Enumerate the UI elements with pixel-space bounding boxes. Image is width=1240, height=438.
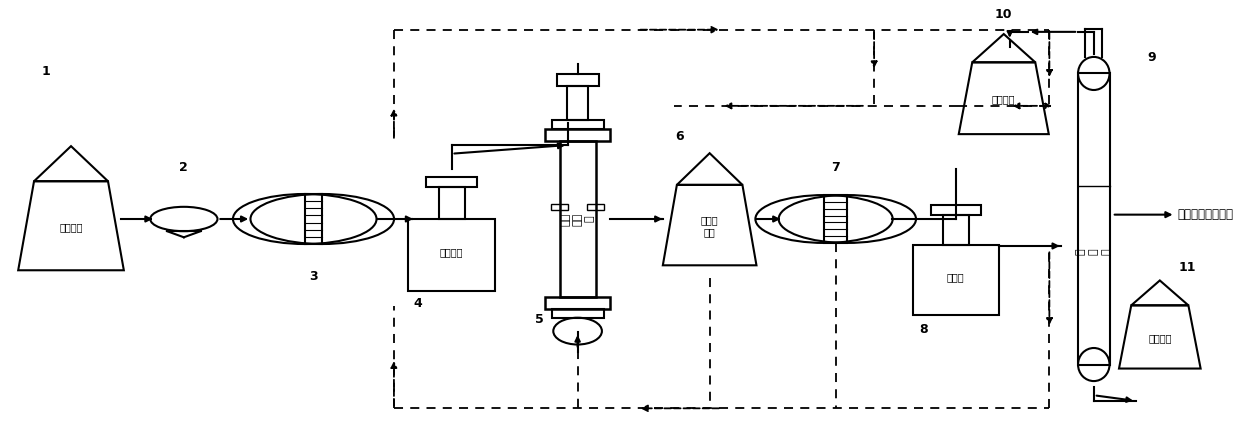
- Bar: [552, 309, 604, 318]
- Bar: [546, 297, 610, 309]
- Bar: [1078, 74, 1110, 364]
- Bar: [825, 195, 847, 243]
- Text: 10: 10: [994, 8, 1013, 21]
- Text: 3: 3: [309, 270, 317, 283]
- Text: 去位针状焦生产线: 去位针状焦生产线: [1178, 208, 1234, 221]
- Bar: [913, 245, 999, 315]
- Bar: [557, 74, 599, 86]
- Bar: [942, 215, 968, 245]
- Text: 液固
分离
器: 液固 分离 器: [560, 212, 595, 226]
- Text: 4: 4: [414, 297, 423, 311]
- Bar: [552, 204, 568, 210]
- Text: 1: 1: [41, 64, 50, 78]
- Text: 加热炉: 加热炉: [947, 272, 965, 283]
- Bar: [552, 120, 604, 129]
- Bar: [588, 204, 604, 210]
- Text: 减
压
塔: 减 压 塔: [1075, 249, 1112, 255]
- Bar: [439, 187, 465, 219]
- Text: 澄清油
储罐: 澄清油 储罐: [701, 215, 718, 237]
- Text: 预处理器: 预处理器: [440, 247, 464, 257]
- Bar: [931, 205, 981, 215]
- Text: 渣油储罐: 渣油储罐: [1148, 333, 1172, 343]
- Text: 11: 11: [1179, 261, 1197, 274]
- Bar: [567, 86, 589, 120]
- Text: 9: 9: [1147, 52, 1156, 64]
- Bar: [408, 219, 495, 291]
- Bar: [305, 194, 322, 244]
- Text: 5: 5: [534, 313, 543, 325]
- Text: 轻油储罐: 轻油储罐: [992, 94, 1016, 104]
- Bar: [427, 177, 476, 187]
- Text: 7: 7: [831, 161, 839, 174]
- Text: 8: 8: [919, 324, 928, 336]
- Text: 6: 6: [676, 130, 684, 143]
- Text: 油浆储罐: 油浆储罐: [60, 222, 83, 232]
- Bar: [559, 141, 595, 297]
- Bar: [546, 129, 610, 141]
- Text: 2: 2: [180, 161, 188, 174]
